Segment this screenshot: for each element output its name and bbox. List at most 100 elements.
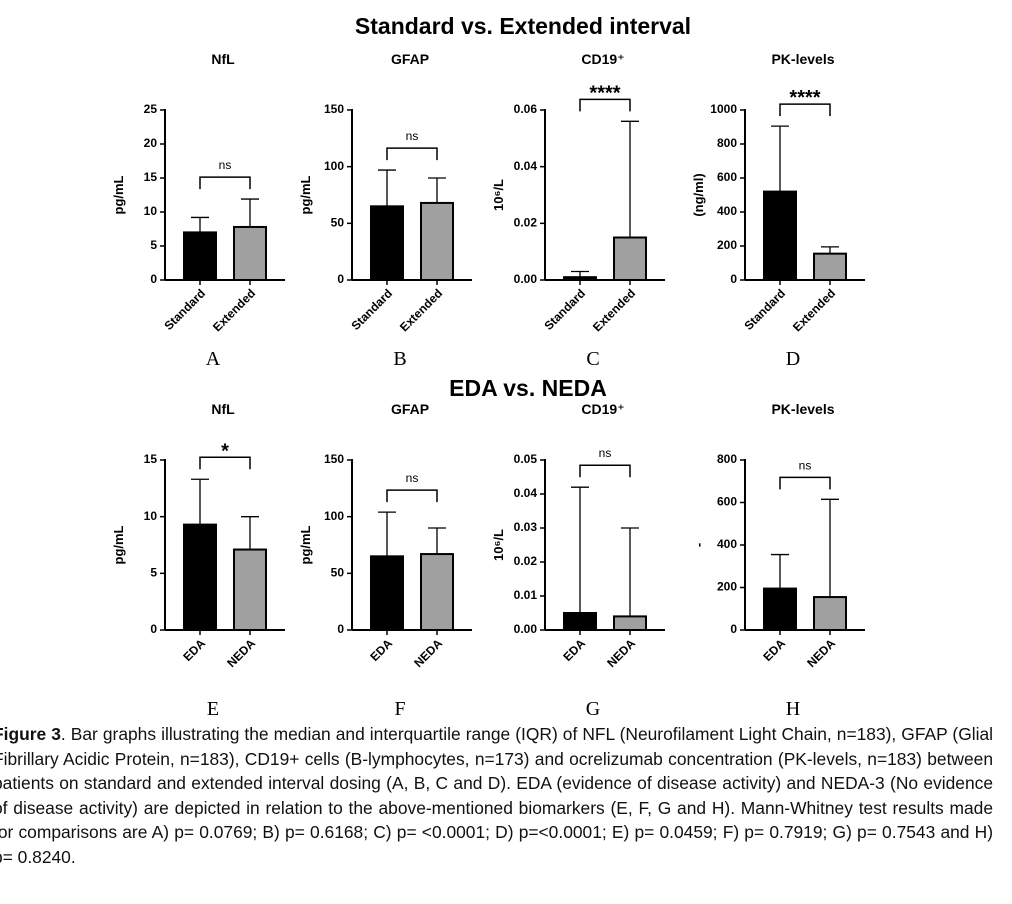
y-tick-label: 150 (324, 102, 344, 116)
significance-label: **** (589, 82, 620, 104)
y-tick-label: 0.04 (514, 486, 538, 500)
caption: Figure 3. Bar graphs illustrating the me… (0, 722, 993, 870)
x-tick-label: Extended (210, 286, 258, 334)
y-tick-label: 200 (717, 238, 737, 252)
y-tick-label: 20 (144, 136, 158, 150)
y-tick-label: 0.04 (514, 159, 538, 173)
chart-title: PK-levels (771, 401, 834, 417)
bar (763, 190, 797, 282)
panel-label: B (393, 348, 406, 370)
y-tick-label: 10 (144, 204, 158, 218)
y-tick-label: 0 (730, 272, 737, 286)
significance-label: * (221, 440, 229, 462)
y-tick-label: 15 (144, 170, 158, 184)
significance-label: **** (789, 87, 820, 109)
panel-label: G (586, 698, 600, 720)
x-tick-label: NEDA (411, 636, 445, 670)
chart-title: GFAP (391, 401, 429, 417)
y-tick-label: 400 (717, 537, 737, 551)
bar (813, 596, 847, 631)
bar (370, 555, 404, 631)
bar (613, 615, 647, 632)
y-tick-label: 0.06 (514, 102, 538, 116)
panel-label: E (207, 698, 219, 720)
x-tick-label: NEDA (804, 636, 838, 670)
y-tick-label: 50 (331, 566, 345, 580)
y-axis-label: (ng/ml) (691, 173, 706, 216)
significance-label: ns (406, 129, 419, 143)
chart-title: CD19⁺ (581, 51, 624, 67)
y-axis-label: pg/mL (111, 525, 126, 564)
bar (420, 201, 454, 281)
significance-bracket (199, 456, 251, 470)
y-tick-label: 15 (144, 452, 158, 466)
y-tick-label: 100 (324, 509, 344, 523)
x-tick-label: NEDA (224, 636, 258, 670)
y-tick-label: 600 (717, 495, 737, 509)
y-axis-label: - (691, 543, 706, 547)
y-tick-label: 0 (150, 622, 157, 636)
caption-label: Figure 3 (0, 724, 61, 744)
significance-label: ns (599, 446, 612, 460)
significance-bracket (199, 176, 251, 190)
y-tick-label: 0.02 (514, 216, 538, 230)
y-tick-label: 0.00 (514, 622, 538, 636)
bar (563, 612, 597, 631)
y-tick-label: 100 (324, 159, 344, 173)
chart-title: NfL (211, 51, 235, 67)
bar (563, 276, 597, 281)
y-tick-label: 5 (150, 566, 157, 580)
y-axis-label: pg/mL (298, 525, 313, 564)
bar (370, 205, 404, 281)
chart-title: GFAP (391, 51, 429, 67)
y-tick-label: 0 (337, 272, 344, 286)
x-tick-label: Extended (397, 286, 445, 334)
y-axis-label: 10⁶/L (491, 179, 506, 211)
caption-text: . Bar graphs illustrating the median and… (0, 724, 994, 867)
x-tick-label: Extended (590, 286, 638, 334)
y-tick-label: 0 (150, 272, 157, 286)
y-axis-label: pg/mL (298, 175, 313, 214)
bar (613, 236, 647, 281)
bar (813, 252, 847, 281)
y-axis-label: 10⁶/L (491, 529, 506, 561)
panel-label: A (206, 348, 221, 370)
chart-title: CD19⁺ (581, 401, 624, 417)
y-tick-label: 1000 (710, 102, 737, 116)
y-tick-label: 10 (144, 509, 158, 523)
y-tick-label: 600 (717, 170, 737, 184)
x-tick-label: EDA (367, 636, 395, 664)
significance-label: ns (219, 158, 232, 172)
y-tick-label: 0 (730, 622, 737, 636)
y-tick-label: 400 (717, 204, 737, 218)
y-tick-label: 5 (150, 238, 157, 252)
x-tick-label: EDA (560, 636, 588, 664)
y-axis-label: pg/mL (111, 175, 126, 214)
y-tick-label: 50 (331, 216, 345, 230)
y-tick-label: 200 (717, 580, 737, 594)
section-title: EDA vs. NEDA (449, 375, 607, 401)
y-tick-label: 25 (144, 102, 158, 116)
y-tick-label: 800 (717, 136, 737, 150)
chart-title: PK-levels (771, 51, 834, 67)
significance-bracket (579, 98, 631, 112)
chart-title: NfL (211, 401, 235, 417)
bar (183, 523, 217, 631)
x-tick-label: EDA (180, 636, 208, 664)
x-tick-label: Extended (790, 286, 838, 334)
x-tick-label: Standard (741, 286, 788, 333)
panel-label: F (394, 698, 405, 720)
panel-label: H (786, 698, 800, 720)
bar (183, 231, 217, 281)
bar (420, 553, 454, 631)
x-tick-label: Standard (161, 286, 208, 333)
bar (233, 225, 267, 282)
y-tick-label: 0.05 (514, 452, 538, 466)
y-tick-label: 0.03 (514, 520, 538, 534)
y-tick-label: 0.01 (514, 588, 538, 602)
y-tick-label: 150 (324, 452, 344, 466)
x-tick-label: EDA (760, 636, 788, 664)
section-title: Standard vs. Extended interval (355, 13, 691, 39)
figure: Standard vs. Extended interval EDA vs. N… (111, 13, 865, 720)
